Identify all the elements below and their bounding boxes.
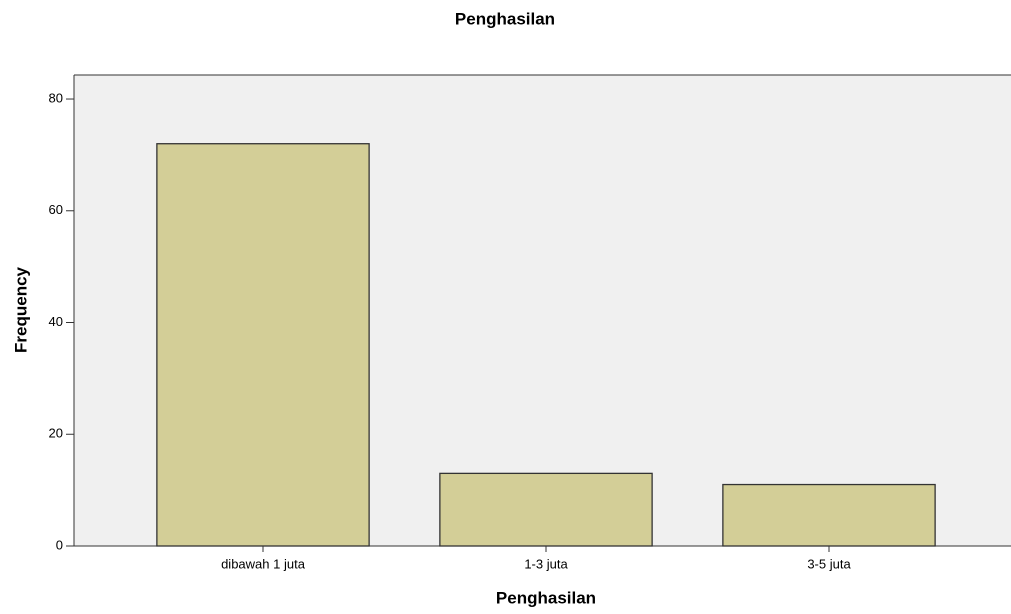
y-tick-label: 0 xyxy=(56,537,63,552)
bar xyxy=(439,472,653,547)
x-axis-label: Penghasilan xyxy=(496,588,596,607)
x-tick-label: 1-3 juta xyxy=(524,556,568,571)
y-tick-label: 80 xyxy=(49,90,63,105)
x-tick-label: dibawah 1 juta xyxy=(221,556,306,571)
x-tick-label: 3-5 juta xyxy=(807,556,851,571)
y-tick-label: 20 xyxy=(49,426,63,441)
bar xyxy=(156,143,370,547)
bar xyxy=(722,483,936,547)
chart-title: Penghasilan xyxy=(455,9,555,28)
y-axis-label: Frequency xyxy=(11,266,30,353)
y-tick-label: 40 xyxy=(49,314,63,329)
y-tick-label: 60 xyxy=(49,202,63,217)
